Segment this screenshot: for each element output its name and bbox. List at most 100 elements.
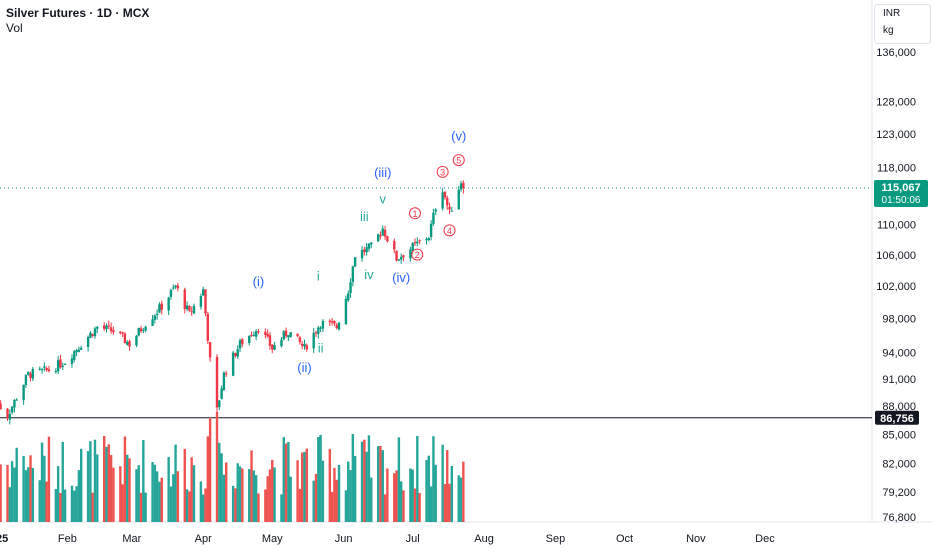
candle-body xyxy=(151,319,154,326)
volume-bar xyxy=(450,466,454,522)
candle-body xyxy=(174,285,177,288)
unit-selector[interactable]: INR kg xyxy=(874,4,931,44)
volume-bar xyxy=(75,486,78,522)
price-tick-label: 128,000 xyxy=(876,96,916,108)
candle-body xyxy=(287,335,290,338)
candle-body xyxy=(305,345,308,350)
volume-bar xyxy=(300,452,304,522)
volume-bar xyxy=(333,467,336,522)
volume-bar xyxy=(15,447,18,522)
volume-bar xyxy=(183,448,186,522)
volume-bar xyxy=(399,481,403,522)
volume-bar xyxy=(280,494,283,522)
volume-bar xyxy=(234,488,237,522)
volume-bar xyxy=(344,490,348,522)
time-tick-label: Mar xyxy=(122,533,141,545)
time-tick-label: Oct xyxy=(616,533,633,545)
price-tick-label: 106,000 xyxy=(876,250,916,262)
wave-label: (ii) xyxy=(297,360,311,375)
volume-bar xyxy=(248,469,251,522)
candle-body xyxy=(0,403,2,410)
volume-bar xyxy=(273,467,276,522)
chart-title[interactable]: Silver Futures · 1D · MCX xyxy=(6,6,150,20)
volume-bar xyxy=(13,467,16,522)
volume-bar xyxy=(395,470,398,522)
candle-body xyxy=(319,327,322,329)
volume-bar xyxy=(192,465,196,522)
candle-body xyxy=(409,249,412,259)
candle-body xyxy=(446,197,449,206)
volume-bar xyxy=(93,439,97,522)
candle-body xyxy=(429,223,433,237)
volume-bar xyxy=(24,470,28,522)
candle-body xyxy=(107,325,111,327)
price-tick-label: 82,000 xyxy=(882,459,916,471)
volume-bar xyxy=(330,491,334,522)
volume-bar xyxy=(365,451,368,522)
reference-level-label: 86,756 xyxy=(880,413,914,425)
candle-body xyxy=(15,399,18,401)
candle-body xyxy=(139,328,143,332)
price-tick-label: 98,000 xyxy=(882,314,916,326)
candle-body xyxy=(413,242,417,244)
volume-bar xyxy=(397,437,401,522)
volume-bar xyxy=(303,451,306,522)
candle-body xyxy=(123,333,127,344)
volume-bar xyxy=(271,459,274,522)
candle-body xyxy=(370,242,373,245)
candle-body xyxy=(317,327,320,334)
volume-indicator-label[interactable]: Vol xyxy=(6,21,23,35)
candle-body xyxy=(54,371,58,373)
candle-body xyxy=(271,344,274,350)
candle-body xyxy=(328,320,332,323)
candle-body xyxy=(314,332,318,334)
price-tick-label: 110,000 xyxy=(877,220,916,232)
candle-body xyxy=(225,373,228,375)
candle-body xyxy=(411,243,414,251)
volume-bar xyxy=(86,451,90,522)
candle-body xyxy=(176,285,180,289)
candle-body xyxy=(333,320,336,324)
volume-bar xyxy=(105,446,108,522)
time-tick-label: Nov xyxy=(686,533,706,545)
volume-bar xyxy=(204,488,207,522)
price-tick-label: 102,000 xyxy=(876,281,916,293)
candle-body xyxy=(220,388,223,399)
candle-body xyxy=(86,337,90,347)
candle-body xyxy=(383,229,387,237)
wave-label: iii xyxy=(360,209,369,224)
candle-body xyxy=(448,206,451,210)
wave-label: 2 xyxy=(415,250,420,260)
candle-body xyxy=(254,331,258,337)
volume-bar xyxy=(448,483,451,522)
wave-label-circle xyxy=(452,154,465,167)
candle-body xyxy=(13,399,16,408)
candle-body xyxy=(416,241,419,244)
volume-bar xyxy=(305,448,308,522)
candle-body xyxy=(462,182,465,189)
volume-bar xyxy=(123,436,127,522)
candle-body xyxy=(443,192,447,198)
volume-bar xyxy=(241,468,244,522)
candle-body xyxy=(296,333,299,337)
wave-label: (i) xyxy=(253,274,265,289)
candle-body xyxy=(248,335,251,344)
volume-bar xyxy=(268,469,272,522)
volume-bar xyxy=(360,441,364,522)
wave-label: 5 xyxy=(456,156,461,166)
time-tick-label: May xyxy=(262,533,283,545)
volume-bar xyxy=(353,455,357,522)
candle-body xyxy=(22,384,25,401)
candle-body xyxy=(457,189,460,210)
volume-bar xyxy=(418,493,421,522)
wave-label: (iii) xyxy=(374,165,391,180)
volume-bar xyxy=(199,481,203,522)
volume-bar xyxy=(381,450,384,522)
candle-body xyxy=(393,241,396,250)
candle-body xyxy=(169,289,173,297)
candle-body xyxy=(24,375,28,385)
price-tick-label: 88,000 xyxy=(882,401,916,413)
